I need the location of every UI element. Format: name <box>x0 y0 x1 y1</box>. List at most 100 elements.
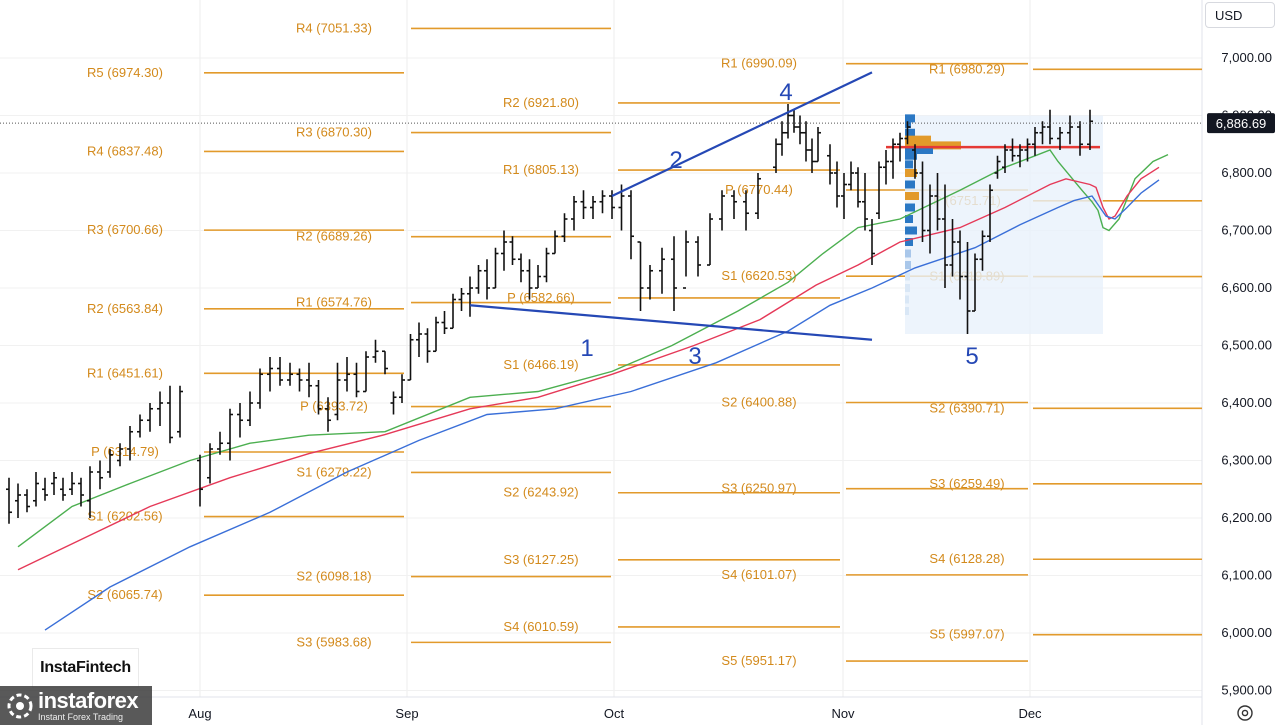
volume-profile-bar <box>905 114 915 123</box>
pivot-level-label: S2 (6065.74) <box>87 587 162 602</box>
volume-profile-bar <box>905 160 913 169</box>
pivot-level-label: R2 (6563.84) <box>87 301 163 316</box>
pivot-level-label: P (6393.72) <box>300 399 368 414</box>
price-bar <box>353 362 360 398</box>
volume-profile-bar <box>905 169 917 177</box>
pivot-level-label: R4 (6837.48) <box>87 143 163 158</box>
price-bar <box>51 472 57 495</box>
price-bar <box>883 150 889 185</box>
price-bar <box>237 403 243 438</box>
volume-profile-bar <box>905 261 911 269</box>
volume-profile-bar <box>905 238 913 246</box>
price-tick-label: 6,100.00 <box>1221 568 1272 583</box>
price-bar <box>1032 127 1038 156</box>
price-bar <box>862 173 868 231</box>
price-bar <box>247 391 253 426</box>
price-axis-labels-group: 5,900.00 6,000.00 6,100.00 6,200.00 6,300.00… <box>1221 50 1272 698</box>
price-bar <box>127 426 133 461</box>
pivot-level-label: S4 (6010.59) <box>503 619 578 634</box>
moving-average-blue <box>44 179 1160 631</box>
pivot-level-label: P (6582.66) <box>507 290 575 305</box>
settings-icon[interactable] <box>1235 703 1255 723</box>
price-bar <box>942 184 948 288</box>
lower-trend-line <box>469 304 873 341</box>
price-bar <box>590 196 596 219</box>
pivot-level-label: S2 (6243.92) <box>503 485 578 500</box>
price-bar <box>535 265 541 289</box>
price-tick-label: 7,000.00 <box>1221 50 1272 65</box>
price-bar <box>841 173 847 219</box>
price-bar <box>42 477 48 501</box>
price-bar <box>441 311 448 334</box>
price-bar <box>994 155 1001 179</box>
pivot-level-label: P (6770.44) <box>725 182 793 197</box>
price-bar <box>628 190 634 260</box>
pivot-level-label: S2 (6098.18) <box>296 569 371 584</box>
volume-profile-bar <box>905 192 919 200</box>
price-bar <box>475 265 482 294</box>
price-bar <box>24 489 30 513</box>
price-bar <box>904 121 911 145</box>
price-bar <box>979 230 986 271</box>
price-tick-label: 6,000.00 <box>1221 625 1272 640</box>
price-bar <box>492 247 499 289</box>
price-bar <box>433 316 439 353</box>
currency-button[interactable]: USD <box>1205 2 1275 28</box>
pivot-level-label: S2 (6390.71) <box>929 400 1004 415</box>
price-bar <box>791 109 797 133</box>
wave-label-5: 5 <box>965 343 978 370</box>
pivot-level-label: R5 (6974.30) <box>87 65 163 80</box>
price-bar <box>227 408 233 461</box>
price-bar <box>363 351 369 393</box>
pivot-level-label: S1 (6279.22) <box>296 464 371 479</box>
price-bar <box>647 265 653 300</box>
price-bar <box>815 127 821 163</box>
price-tick-label: 6,700.00 <box>1221 223 1272 238</box>
price-bar <box>416 322 422 357</box>
pivot-level-label: S1 (6466.19) <box>503 357 578 372</box>
pivot-level-label: R1 (6980.29) <box>929 61 1005 76</box>
price-bar <box>934 173 941 231</box>
price-bar <box>306 362 312 398</box>
pivot-level-label: R3 (6870.30) <box>296 125 372 140</box>
pivot-level-label: S5 (5951.17) <box>721 653 796 668</box>
price-bar <box>876 161 882 219</box>
price-bar <box>325 397 331 432</box>
price-bar <box>33 472 39 507</box>
moving-average-green <box>17 149 1169 548</box>
price-bar <box>743 190 749 231</box>
price-bar <box>382 350 388 375</box>
wave-label-3: 3 <box>688 343 701 370</box>
pivot-level-label: R1 (6990.09) <box>721 56 797 71</box>
price-bar <box>518 253 524 283</box>
price-bar <box>334 362 341 421</box>
price-bar <box>869 219 875 265</box>
price-bar <box>659 247 665 294</box>
price-bar <box>372 339 379 363</box>
price-bar <box>1002 144 1008 173</box>
volume-profile-bar <box>905 135 931 144</box>
price-bar <box>484 259 490 300</box>
pivot-level-label: R1 (6574.76) <box>296 295 372 310</box>
price-bar <box>785 104 791 139</box>
pivot-level-label: S1 (6202.56) <box>87 509 162 524</box>
price-bar <box>552 230 558 255</box>
pivot-level-label: S1 (6620.53) <box>721 268 796 283</box>
time-axis-label: Nov <box>831 706 855 721</box>
price-bar <box>919 161 926 242</box>
grid-group <box>0 0 1202 697</box>
price-bar <box>987 184 993 242</box>
instaforex-sub-text: Instant Forex Trading <box>38 711 124 722</box>
price-bar <box>949 219 956 277</box>
price-bar <box>957 230 963 300</box>
pivot-level-label: R1 (6805.13) <box>503 162 579 177</box>
price-bar <box>157 391 163 426</box>
price-bar <box>207 443 213 484</box>
price-tick-label: 6,400.00 <box>1221 395 1272 410</box>
price-bar <box>87 466 93 518</box>
volume-profile-bar <box>905 226 917 235</box>
pivot-level-label: R4 (7051.33) <box>296 20 372 35</box>
price-bar <box>526 259 533 300</box>
price-bar <box>60 477 66 501</box>
